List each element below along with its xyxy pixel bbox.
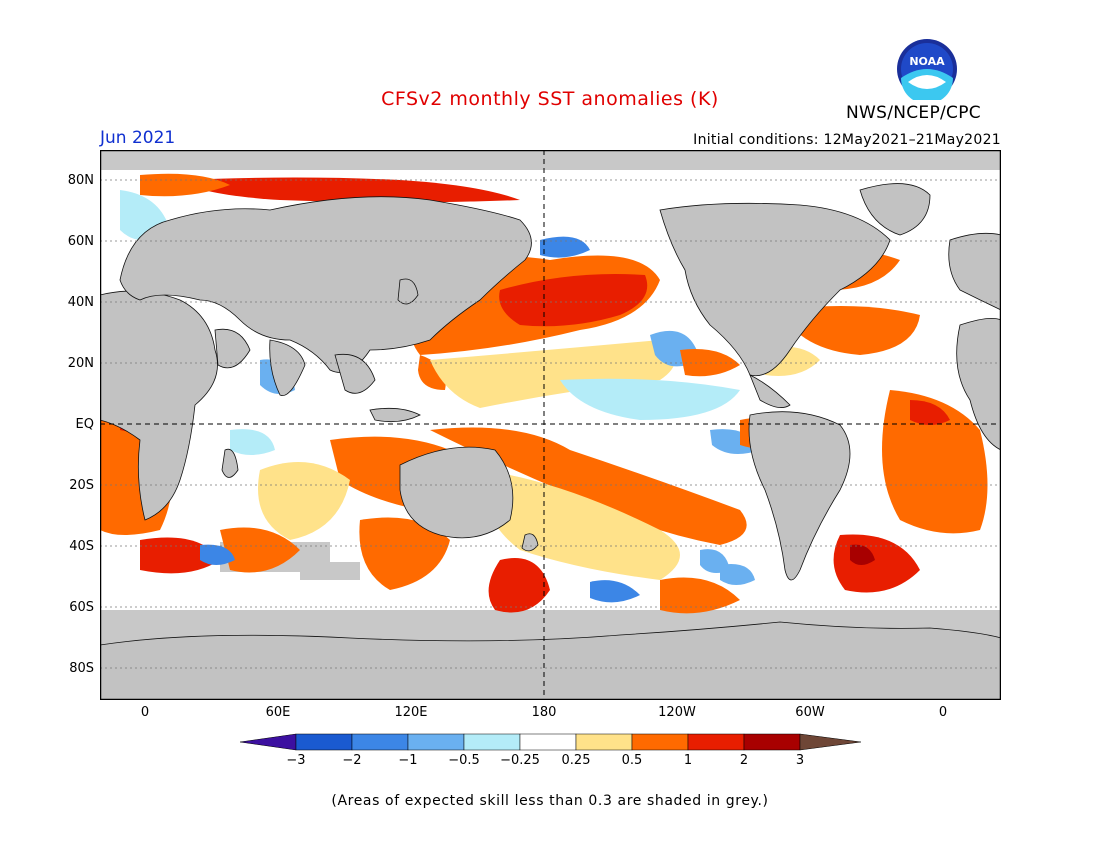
- new-zealand-landmass: [521, 533, 539, 552]
- india-landmass: [269, 339, 306, 397]
- arabia-landmass: [214, 328, 251, 369]
- indonesia-landmass: [369, 407, 421, 423]
- lat-label-20s: 20S: [69, 478, 94, 493]
- lat-label-80n: 80N: [67, 173, 94, 188]
- continents: [100, 183, 1001, 700]
- initial-conditions: Initial conditions: 12May2021–21May2021: [693, 132, 1001, 148]
- africa-east-edge: [956, 317, 1001, 451]
- legend-tick-minus-0-5: −0.5: [448, 753, 480, 768]
- color-bar-arrow-high: [799, 733, 862, 751]
- antarctica-landmass: [100, 621, 1001, 700]
- legend-tick-3: 3: [795, 753, 805, 768]
- australia-landmass: [399, 446, 514, 539]
- north-america-landmass: [659, 202, 891, 377]
- color-bar-bin-7: [631, 733, 689, 751]
- color-bar-bin-3: [407, 733, 465, 751]
- lat-label-60n: 60N: [67, 234, 94, 249]
- graticule: [100, 179, 1001, 669]
- africa-landmass: [100, 290, 218, 521]
- legend-tick-minus-0-25: −0.25: [500, 753, 540, 768]
- color-scale-bar: [240, 733, 862, 751]
- lat-label-20n: 20N: [67, 356, 94, 371]
- legend-tick-0-25: 0.25: [561, 753, 591, 768]
- legend-tick-0-5: 0.5: [621, 753, 643, 768]
- japan-landmass: [397, 278, 419, 305]
- greenland-landmass: [859, 183, 931, 236]
- lat-label-eq: EQ: [75, 417, 94, 432]
- lat-label-40s: 40S: [69, 539, 94, 554]
- color-bar-bin-1: [295, 733, 353, 751]
- lon-label-180: 180: [531, 705, 557, 720]
- agency-label: NWS/NCEP/CPC: [846, 103, 981, 123]
- legend-tick-1: 1: [683, 753, 693, 768]
- svg-text:NOAA: NOAA: [909, 55, 945, 68]
- color-bar-bin-6: [575, 733, 633, 751]
- se-asia-landmass: [334, 353, 376, 394]
- legend-tick-minus-2: −2: [342, 753, 362, 768]
- color-bar-bin-9: [743, 733, 801, 751]
- legend-tick-2: 2: [739, 753, 749, 768]
- lon-label-0-east: 0: [938, 705, 948, 720]
- legend-tick-minus-3: −3: [286, 753, 306, 768]
- south-america-landmass: [748, 411, 851, 581]
- lat-label-80s: 80S: [69, 661, 94, 676]
- madagascar-landmass: [221, 448, 239, 478]
- map-frame: [100, 150, 1001, 700]
- color-bar-bin-2: [351, 733, 409, 751]
- europe-east-edge: [948, 232, 1001, 311]
- color-bar-bin-5: [519, 733, 577, 751]
- map-title: CFSv2 monthly SST anomalies (K): [381, 88, 719, 110]
- color-bar-arrow-low: [240, 733, 297, 751]
- sst-anomaly-map: [100, 150, 1001, 700]
- noaa-logo: NOAA: [897, 39, 957, 100]
- lon-label-0-west: 0: [140, 705, 150, 720]
- central-america-landmass: [749, 374, 791, 408]
- lon-label-60e: 60E: [265, 705, 291, 720]
- forecast-month: Jun 2021: [100, 128, 176, 148]
- lat-label-60s: 60S: [69, 600, 94, 615]
- lon-label-120w: 120W: [658, 705, 696, 720]
- lat-label-40n: 40N: [67, 295, 94, 310]
- legend-tick-minus-1: −1: [398, 753, 418, 768]
- lon-label-120e: 120E: [394, 705, 428, 720]
- eurasia-landmass: [119, 196, 532, 373]
- color-bar-bin-8: [687, 733, 745, 751]
- skill-footnote: (Areas of expected skill less than 0.3 a…: [331, 793, 769, 809]
- lon-label-60w: 60W: [795, 705, 825, 720]
- color-bar-bin-4: [463, 733, 521, 751]
